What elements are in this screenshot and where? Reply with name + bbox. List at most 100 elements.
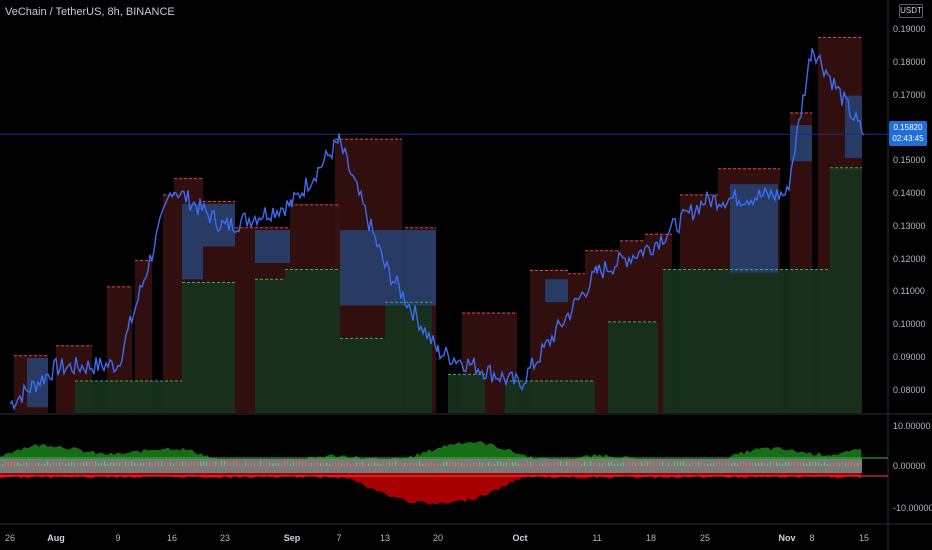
oscillator-histogram-bar [131, 461, 133, 466]
oscillator-histogram-bar [62, 461, 64, 466]
oscillator-histogram-bar [260, 461, 262, 466]
demand-zone-box [830, 167, 862, 413]
oscillator-histogram-bar [185, 461, 187, 466]
oscillator-histogram-bar [269, 461, 271, 466]
oscillator-histogram-bar [698, 462, 700, 466]
oscillator-histogram-bar [623, 462, 625, 466]
oscillator-histogram-bar [368, 463, 370, 466]
oscillator-histogram-bar [545, 462, 547, 466]
demand-zone-box [285, 269, 340, 413]
price-axis-label: 0.11000 [893, 286, 925, 297]
oscillator-histogram-bar [533, 461, 535, 466]
oscillator-histogram-bar [11, 461, 13, 466]
oscillator-histogram-bar [845, 463, 847, 466]
oscillator-histogram-bar [182, 461, 184, 466]
time-axis-label: Nov [778, 533, 796, 543]
oscillator-histogram-bar [809, 461, 811, 466]
oscillator-histogram-bar [113, 462, 115, 466]
oscillator-histogram-bar [839, 463, 841, 466]
oscillator-histogram-bar [746, 463, 748, 466]
oscillator-histogram-bar [548, 462, 550, 466]
currency-badge[interactable]: USDT [899, 4, 923, 18]
oscillator-histogram-bar [614, 463, 616, 466]
oscillator-histogram-bar [65, 463, 67, 466]
oscillator-histogram-bar [686, 463, 688, 466]
oscillator-histogram-bar [644, 461, 646, 466]
oscillator-histogram-bar [467, 463, 469, 466]
time-axis-label: 13 [379, 533, 391, 543]
oscillator-histogram-bar [782, 463, 784, 466]
oscillator-histogram-bar [47, 461, 49, 466]
oscillator-histogram-bar [473, 461, 475, 466]
oscillator-histogram-bar [770, 461, 772, 466]
oscillator-histogram-bar [431, 461, 433, 466]
price-axis-label: 0.14000 [893, 188, 926, 198]
oscillator-histogram-bar [77, 462, 79, 466]
oscillator-histogram-bar [626, 462, 628, 466]
time-axis-label: 16 [166, 533, 178, 543]
oscillator-histogram-bar [299, 461, 301, 466]
oscillator-histogram-bar [191, 461, 193, 466]
oscillator-histogram-bar [530, 462, 532, 466]
price-axis-label: 0.12000 [893, 253, 926, 264]
oscillator-histogram-bar [320, 463, 322, 466]
oscillator-histogram-bar [539, 463, 541, 466]
oscillator-histogram-bar [371, 461, 373, 466]
time-axis-label: 23 [219, 533, 231, 543]
oscillator-histogram-bar [68, 462, 70, 466]
oscillator-histogram-bar [317, 461, 319, 466]
oscillator-histogram-bar [242, 463, 244, 466]
oscillator-histogram-bar [749, 461, 751, 466]
oscillator-histogram-bar [806, 463, 808, 466]
oscillator-histogram-bar [332, 463, 334, 466]
oscillator-histogram-bar [854, 462, 856, 466]
demand-zone-box [255, 279, 285, 413]
oscillator-histogram-bar [767, 463, 769, 466]
oscillator-histogram-bar [146, 462, 148, 466]
oscillator-histogram-bar [218, 463, 220, 466]
time-axis-label: 8 [809, 533, 815, 543]
oscillator-histogram-bar [821, 463, 823, 466]
oscillator-histogram-bar [752, 462, 754, 466]
oscillator-histogram-bar [104, 461, 106, 466]
oscillator-histogram-bar [377, 463, 379, 466]
oscillator-histogram-bar [338, 461, 340, 466]
oscillator-histogram-bar [566, 461, 568, 466]
oscillator-histogram-bar [422, 463, 424, 466]
oscillator-histogram-bar [203, 461, 205, 466]
oscillator-histogram-bar [653, 462, 655, 466]
oscillator-histogram-bar [638, 462, 640, 466]
oscillator-histogram-bar [32, 463, 34, 466]
oscillator-histogram-bar [785, 461, 787, 466]
oscillator-histogram-bar [5, 461, 7, 466]
oscillator-histogram-bar [155, 461, 157, 466]
oscillator-histogram-bar [335, 462, 337, 466]
oscillator-histogram-bar [455, 462, 457, 466]
oscillator-histogram-bar [704, 463, 706, 466]
oscillator-histogram-bar [779, 463, 781, 466]
oscillator-histogram-bar [512, 461, 514, 466]
demand-zone-box [340, 338, 385, 413]
oscillator-histogram-bar [860, 461, 862, 466]
demand-zone-box [75, 380, 182, 413]
oscillator-histogram-bar [392, 462, 394, 466]
demand-zone-box [720, 269, 830, 413]
oscillator-histogram-bar [167, 462, 169, 466]
oscillator-histogram-bar [179, 462, 181, 466]
oscillator-histogram-bar [815, 461, 817, 466]
oscillator-histogram-bar [446, 461, 448, 466]
oscillator-histogram-bar [434, 463, 436, 466]
oscillator-histogram-bar [461, 463, 463, 466]
oscillator-histogram-bar [599, 462, 601, 466]
oscillator-histogram-bar [449, 461, 451, 466]
oscillator-histogram-bar [500, 461, 502, 466]
oscillator-histogram-bar [59, 462, 61, 466]
price-axis-label: 0.17000 [893, 89, 926, 100]
oscillator-histogram-bar [488, 461, 490, 466]
oscillator-histogram-bar [221, 461, 223, 466]
oscillator-histogram-bar [701, 461, 703, 466]
current-price-value: 0.15820 [893, 123, 923, 132]
oscillator-histogram-bar [719, 461, 721, 466]
oscillator-histogram-bar [758, 462, 760, 466]
